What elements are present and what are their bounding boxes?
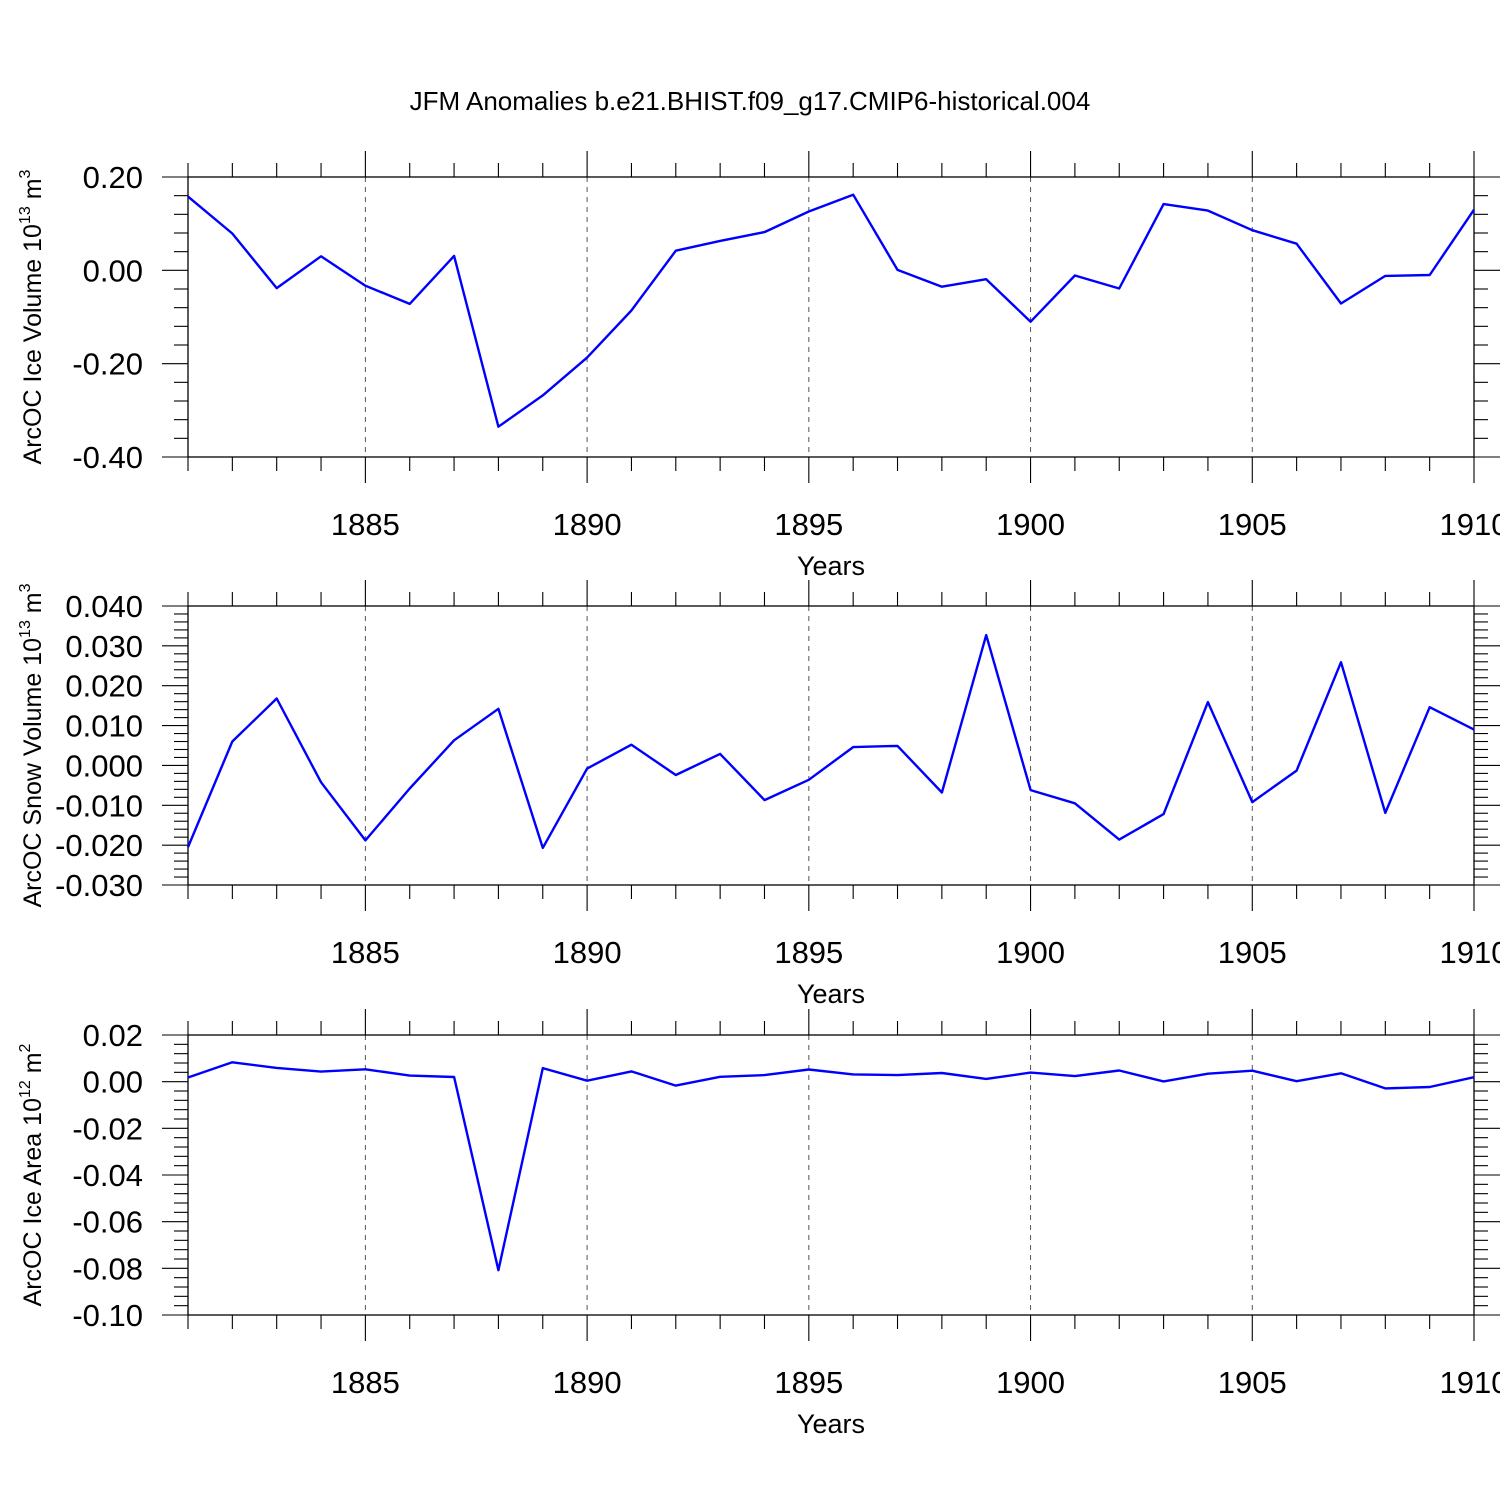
x-axis-title: Years [797, 1409, 865, 1439]
y-axis-title-exponent: 13 [17, 620, 34, 638]
y-tick-label: 0.000 [65, 748, 143, 783]
x-axis-title: Years [797, 551, 865, 581]
chart-panel-1: -0.40 -0.20 0.00 0.20 1885 1890 1895 1900 1905 19… [17, 151, 1500, 581]
y-axis-title-text: ArcOC Snow Volume 10 [19, 638, 47, 908]
x-tick-label: 1890 [553, 1365, 622, 1400]
series-line [186, 633, 1475, 850]
series-line [187, 1061, 1475, 1272]
x-tick-label: 1900 [996, 1365, 1065, 1400]
y-axis-title: ArcOC Snow Volume 1013 m3 [17, 583, 47, 907]
y-tick-label: -0.030 [55, 868, 143, 903]
x-tick-label: 1905 [1218, 1365, 1287, 1400]
y-axis-title-text: ArcOC Ice Volume 10 [19, 224, 47, 464]
x-tick-label: 1905 [1218, 935, 1287, 970]
x-tick-label: 1895 [774, 1365, 843, 1400]
y-tick-label: -0.04 [72, 1158, 143, 1193]
x-tick-label: 1905 [1218, 507, 1287, 542]
y-tick-label: 0.030 [65, 629, 143, 664]
y-axis-title-unit: m [19, 1052, 47, 1080]
plot-frame [187, 176, 1475, 458]
x-tick-label: 1885 [331, 1365, 400, 1400]
plot-frame [187, 605, 1475, 886]
y-tick-label: -0.02 [72, 1111, 143, 1146]
y-axis-title-unit-exponent: 3 [17, 169, 34, 178]
chart-panel-2: -0.030 -0.020 -0.010 0.000 0.010 0.020 0.030 0.… [17, 580, 1500, 1009]
y-axis-title-unit: m [19, 592, 47, 620]
x-tick-label: 1895 [774, 507, 843, 542]
y-tick-label: 0.040 [65, 589, 143, 624]
y-axis-title-exponent: 12 [17, 1080, 34, 1098]
x-tick-label: 1900 [996, 507, 1065, 542]
y-tick-label: 0.010 [65, 709, 143, 744]
y-tick-label: 0.20 [83, 160, 143, 195]
x-tick-label: 1910 [1440, 507, 1500, 542]
x-tick-label: 1895 [774, 935, 843, 970]
x-tick-label: 1890 [553, 507, 622, 542]
series-line [187, 193, 1475, 428]
y-tick-label: 0.00 [83, 1065, 143, 1100]
y-axis-title-unit: m [19, 178, 47, 206]
y-axis-title-text: ArcOC Ice Area 10 [19, 1098, 47, 1306]
x-tick-label: 1885 [331, 935, 400, 970]
chart-title: JFM Anomalies b.e21.BHIST.f09_g17.CMIP6-… [410, 86, 1091, 116]
y-tick-label: -0.40 [72, 440, 143, 475]
y-axis-title: ArcOC Ice Volume 1013 m3 [17, 169, 47, 464]
y-tick-label: -0.010 [55, 788, 143, 823]
y-tick-label: 0.02 [83, 1018, 143, 1053]
y-tick-label: 0.00 [83, 253, 143, 288]
y-tick-label: -0.08 [72, 1251, 143, 1286]
y-axis-title-unit-exponent: 3 [17, 583, 34, 592]
y-axis-title: ArcOC Ice Area 1012 m2 [17, 1043, 47, 1306]
x-tick-label: 1910 [1440, 1365, 1500, 1400]
chart-panel-3: -0.10 -0.08 -0.06 -0.04 -0.02 0.00 0.02 1885 189… [17, 1009, 1500, 1439]
y-axis-title-exponent: 13 [17, 206, 34, 224]
y-tick-label: -0.20 [72, 347, 143, 382]
y-tick-label: 0.020 [65, 669, 143, 704]
y-tick-label: -0.10 [72, 1298, 143, 1333]
x-tick-label: 1890 [553, 935, 622, 970]
y-tick-label: -0.020 [55, 828, 143, 863]
x-tick-label: 1900 [996, 935, 1065, 970]
y-axis-title-unit-exponent: 2 [17, 1043, 34, 1052]
x-axis-title: Years [797, 979, 865, 1009]
x-tick-label: 1910 [1440, 935, 1500, 970]
x-tick-label: 1885 [331, 507, 400, 542]
y-tick-label: -0.06 [72, 1205, 143, 1240]
